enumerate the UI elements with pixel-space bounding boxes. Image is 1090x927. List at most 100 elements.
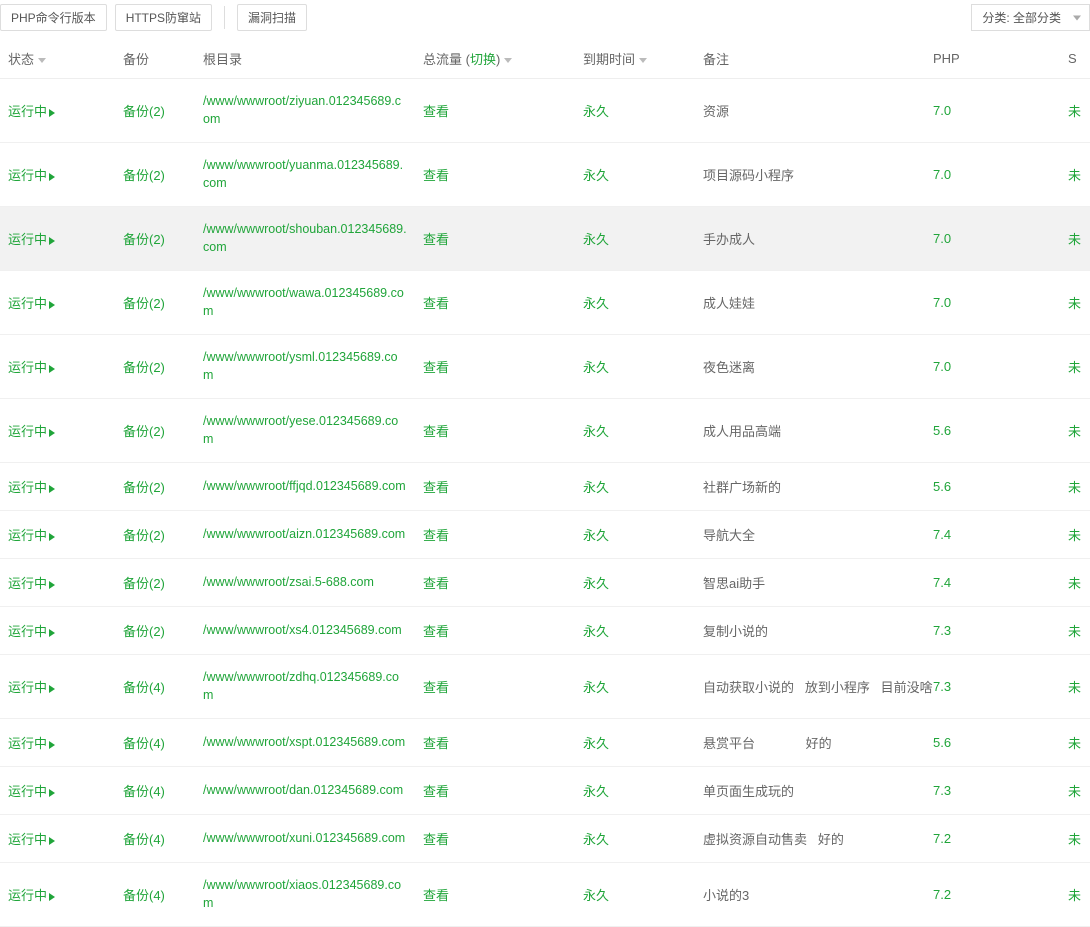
cell-ssl[interactable]: 未 bbox=[1060, 511, 1090, 559]
cell-ssl[interactable]: 未 bbox=[1060, 655, 1090, 719]
cell-status[interactable]: 运行中 bbox=[0, 559, 115, 607]
cell-expire[interactable]: 永久 bbox=[575, 863, 695, 927]
cell-root[interactable]: /www/wwwroot/aizn.012345689.com bbox=[195, 511, 415, 559]
cell-backup[interactable]: 备份(4) bbox=[115, 863, 195, 927]
header-status[interactable]: 状态 bbox=[0, 39, 115, 79]
cell-root[interactable]: /www/wwwroot/ziyuan.012345689.com bbox=[195, 79, 415, 143]
cell-status[interactable]: 运行中 bbox=[0, 399, 115, 463]
cell-backup[interactable]: 备份(2) bbox=[115, 335, 195, 399]
cell-status[interactable]: 运行中 bbox=[0, 719, 115, 767]
cell-expire[interactable]: 永久 bbox=[575, 79, 695, 143]
cell-expire[interactable]: 永久 bbox=[575, 511, 695, 559]
cell-root[interactable]: /www/wwwroot/wawa.012345689.com bbox=[195, 271, 415, 335]
cell-php[interactable]: 7.2 bbox=[925, 815, 1060, 863]
cell-expire[interactable]: 永久 bbox=[575, 559, 695, 607]
cell-status[interactable]: 运行中 bbox=[0, 271, 115, 335]
cell-backup[interactable]: 备份(2) bbox=[115, 511, 195, 559]
cell-expire[interactable]: 永久 bbox=[575, 655, 695, 719]
cell-backup[interactable]: 备份(2) bbox=[115, 559, 195, 607]
cell-ssl[interactable]: 未 bbox=[1060, 767, 1090, 815]
cell-ssl[interactable]: 未 bbox=[1060, 607, 1090, 655]
cell-traffic[interactable]: 查看 bbox=[415, 79, 575, 143]
cell-backup[interactable]: 备份(2) bbox=[115, 271, 195, 335]
https-defense-button[interactable]: HTTPS防窜站 bbox=[115, 4, 212, 31]
cell-php[interactable]: 7.0 bbox=[925, 271, 1060, 335]
cell-php[interactable]: 5.6 bbox=[925, 463, 1060, 511]
cell-php[interactable]: 7.3 bbox=[925, 655, 1060, 719]
cell-root[interactable]: /www/wwwroot/xuni.012345689.com bbox=[195, 815, 415, 863]
cell-status[interactable]: 运行中 bbox=[0, 767, 115, 815]
cell-root[interactable]: /www/wwwroot/ffjqd.012345689.com bbox=[195, 463, 415, 511]
cell-root[interactable]: /www/wwwroot/ysml.012345689.com bbox=[195, 335, 415, 399]
cell-traffic[interactable]: 查看 bbox=[415, 767, 575, 815]
cell-expire[interactable]: 永久 bbox=[575, 719, 695, 767]
cell-root[interactable]: /www/wwwroot/zsai.5-688.com bbox=[195, 559, 415, 607]
cell-expire[interactable]: 永久 bbox=[575, 207, 695, 271]
header-expire[interactable]: 到期时间 bbox=[575, 39, 695, 79]
cell-ssl[interactable]: 未 bbox=[1060, 207, 1090, 271]
cell-root[interactable]: /www/wwwroot/xspt.012345689.com bbox=[195, 719, 415, 767]
cell-status[interactable]: 运行中 bbox=[0, 463, 115, 511]
cell-backup[interactable]: 备份(4) bbox=[115, 655, 195, 719]
cell-expire[interactable]: 永久 bbox=[575, 815, 695, 863]
cell-ssl[interactable]: 未 bbox=[1060, 559, 1090, 607]
cell-php[interactable]: 5.6 bbox=[925, 399, 1060, 463]
cell-status[interactable]: 运行中 bbox=[0, 143, 115, 207]
cell-root[interactable]: /www/wwwroot/zdhq.012345689.com bbox=[195, 655, 415, 719]
cell-traffic[interactable]: 查看 bbox=[415, 463, 575, 511]
cell-expire[interactable]: 永久 bbox=[575, 399, 695, 463]
cell-traffic[interactable]: 查看 bbox=[415, 399, 575, 463]
cell-ssl[interactable]: 未 bbox=[1060, 335, 1090, 399]
cell-status[interactable]: 运行中 bbox=[0, 335, 115, 399]
category-select[interactable]: 分类: 全部分类 bbox=[971, 4, 1090, 31]
cell-php[interactable]: 7.4 bbox=[925, 511, 1060, 559]
cell-expire[interactable]: 永久 bbox=[575, 463, 695, 511]
cell-traffic[interactable]: 查看 bbox=[415, 655, 575, 719]
cell-traffic[interactable]: 查看 bbox=[415, 511, 575, 559]
cell-status[interactable]: 运行中 bbox=[0, 863, 115, 927]
cell-root[interactable]: /www/wwwroot/xiaos.012345689.com bbox=[195, 863, 415, 927]
cell-expire[interactable]: 永久 bbox=[575, 143, 695, 207]
cell-traffic[interactable]: 查看 bbox=[415, 607, 575, 655]
cell-backup[interactable]: 备份(2) bbox=[115, 607, 195, 655]
cell-ssl[interactable]: 未 bbox=[1060, 463, 1090, 511]
cell-backup[interactable]: 备份(2) bbox=[115, 79, 195, 143]
cell-backup[interactable]: 备份(2) bbox=[115, 399, 195, 463]
cell-ssl[interactable]: 未 bbox=[1060, 863, 1090, 927]
cell-root[interactable]: /www/wwwroot/dan.012345689.com bbox=[195, 767, 415, 815]
cell-traffic[interactable]: 查看 bbox=[415, 719, 575, 767]
cell-php[interactable]: 7.3 bbox=[925, 607, 1060, 655]
cell-php[interactable]: 7.0 bbox=[925, 207, 1060, 271]
cell-traffic[interactable]: 查看 bbox=[415, 815, 575, 863]
cell-php[interactable]: 7.0 bbox=[925, 79, 1060, 143]
cell-ssl[interactable]: 未 bbox=[1060, 719, 1090, 767]
cell-backup[interactable]: 备份(4) bbox=[115, 767, 195, 815]
cell-expire[interactable]: 永久 bbox=[575, 607, 695, 655]
cell-root[interactable]: /www/wwwroot/yuanma.012345689.com bbox=[195, 143, 415, 207]
cell-status[interactable]: 运行中 bbox=[0, 207, 115, 271]
php-cli-button[interactable]: PHP命令行版本 bbox=[0, 4, 107, 31]
cell-backup[interactable]: 备份(2) bbox=[115, 463, 195, 511]
cell-status[interactable]: 运行中 bbox=[0, 511, 115, 559]
cell-status[interactable]: 运行中 bbox=[0, 655, 115, 719]
cell-php[interactable]: 7.2 bbox=[925, 863, 1060, 927]
cell-root[interactable]: /www/wwwroot/shouban.012345689.com bbox=[195, 207, 415, 271]
cell-backup[interactable]: 备份(4) bbox=[115, 719, 195, 767]
cell-status[interactable]: 运行中 bbox=[0, 79, 115, 143]
cell-expire[interactable]: 永久 bbox=[575, 767, 695, 815]
cell-traffic[interactable]: 查看 bbox=[415, 143, 575, 207]
cell-traffic[interactable]: 查看 bbox=[415, 271, 575, 335]
cell-backup[interactable]: 备份(4) bbox=[115, 815, 195, 863]
cell-php[interactable]: 7.0 bbox=[925, 335, 1060, 399]
cell-ssl[interactable]: 未 bbox=[1060, 79, 1090, 143]
cell-root[interactable]: /www/wwwroot/xs4.012345689.com bbox=[195, 607, 415, 655]
cell-php[interactable]: 5.6 bbox=[925, 719, 1060, 767]
cell-traffic[interactable]: 查看 bbox=[415, 207, 575, 271]
header-traffic[interactable]: 总流量 (切换) bbox=[415, 39, 575, 79]
cell-ssl[interactable]: 未 bbox=[1060, 271, 1090, 335]
cell-expire[interactable]: 永久 bbox=[575, 335, 695, 399]
cell-php[interactable]: 7.0 bbox=[925, 143, 1060, 207]
cell-traffic[interactable]: 查看 bbox=[415, 559, 575, 607]
cell-traffic[interactable]: 查看 bbox=[415, 863, 575, 927]
cell-php[interactable]: 7.4 bbox=[925, 559, 1060, 607]
